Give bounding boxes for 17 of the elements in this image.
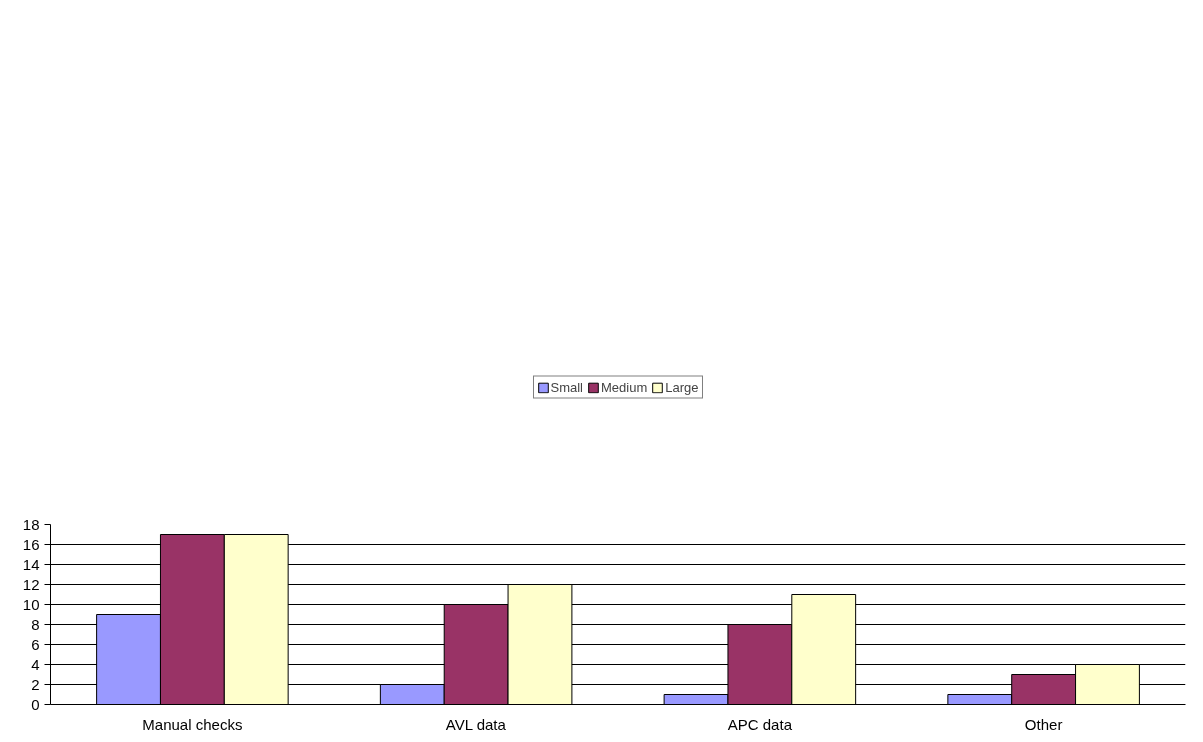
x-tick-label: Manual checks [142,715,243,733]
y-tick-label: 18 [22,515,40,533]
y-tick-label: 14 [22,555,40,573]
x-tick-label: Other [1024,715,1063,733]
y-tick-label: 16 [22,535,40,553]
legend-label: Large [665,379,699,395]
y-tick-label: 12 [22,575,40,593]
y-tick-label: 2 [31,675,40,693]
y-tick-label: 4 [31,655,40,673]
y-tick-label: 6 [31,635,40,653]
x-tick-label: AVL data [445,715,507,733]
y-tick-label: 0 [31,695,40,713]
legend-label: Medium [601,379,648,395]
legend-label: Small [550,379,584,395]
y-tick-label: 10 [22,595,40,613]
x-tick-label: APC data [727,715,793,733]
y-tick-label: 8 [31,615,40,633]
